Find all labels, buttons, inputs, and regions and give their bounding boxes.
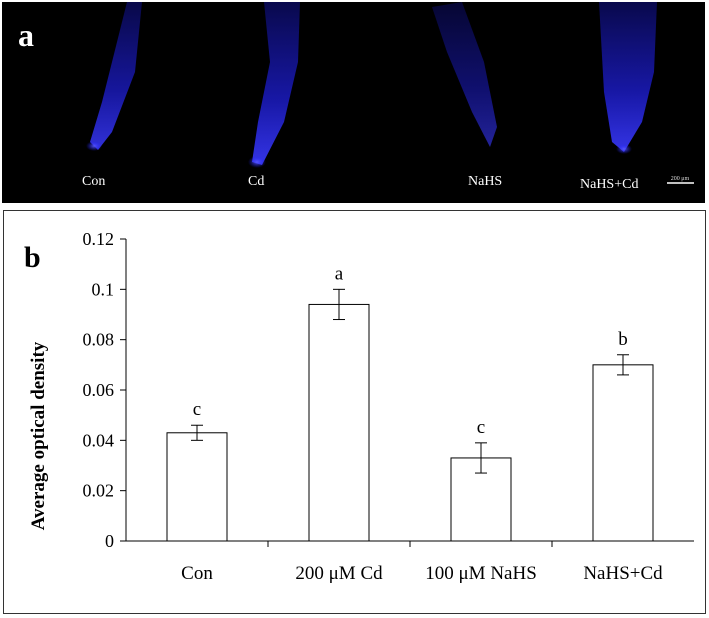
panel-letter-a: a	[18, 17, 34, 53]
x-tick-label: Con	[181, 563, 213, 584]
micrograph-label-nahs-cd: NaHS+Cd	[580, 177, 638, 192]
chart-panel: b Average optical density 0 0.02 0.04 0.06 0…	[3, 210, 706, 614]
significance-letter: b	[618, 329, 628, 350]
micrograph-panel: 200 μm a Con Cd NaHS NaHS+Cd	[2, 2, 705, 203]
bar	[592, 364, 654, 542]
y-axis-label: Average optical density	[28, 341, 49, 530]
x-tick-label: 100 μM NaHS	[425, 563, 537, 584]
y-tick-label: 0.12	[83, 229, 115, 249]
significance-letter: c	[193, 399, 201, 420]
y-tick-label: 0.1	[92, 279, 115, 299]
micrograph-label-cd: Cd	[248, 174, 264, 189]
bar	[166, 432, 228, 542]
micrograph-image: 200 μm a Con Cd NaHS NaHS+Cd	[18, 2, 694, 192]
micrograph-label-con: Con	[82, 174, 105, 189]
panel-letter-b: b	[24, 241, 41, 274]
y-tick-label: 0.04	[83, 430, 115, 450]
y-tick-label: 0.08	[83, 330, 115, 350]
bar-chart: b Average optical density 0 0.02 0.04 0.06 0…	[24, 229, 694, 584]
root-nahs-cd	[599, 2, 657, 152]
bar	[308, 303, 370, 542]
root-cd	[252, 2, 300, 165]
x-tick-label: NaHS+Cd	[583, 563, 663, 584]
root-con	[90, 2, 142, 150]
y-tick-label: 0.06	[83, 380, 115, 400]
micrograph-label-nahs: NaHS	[468, 174, 502, 189]
significance-letter: a	[335, 263, 344, 284]
root-nahs	[432, 2, 497, 147]
x-tick-label: 200 μM Cd	[295, 563, 383, 584]
scale-bar-label: 200 μm	[671, 176, 690, 182]
y-tick-label: 0	[105, 531, 114, 551]
significance-letter: c	[477, 417, 485, 438]
y-tick-label: 0.02	[83, 481, 115, 501]
